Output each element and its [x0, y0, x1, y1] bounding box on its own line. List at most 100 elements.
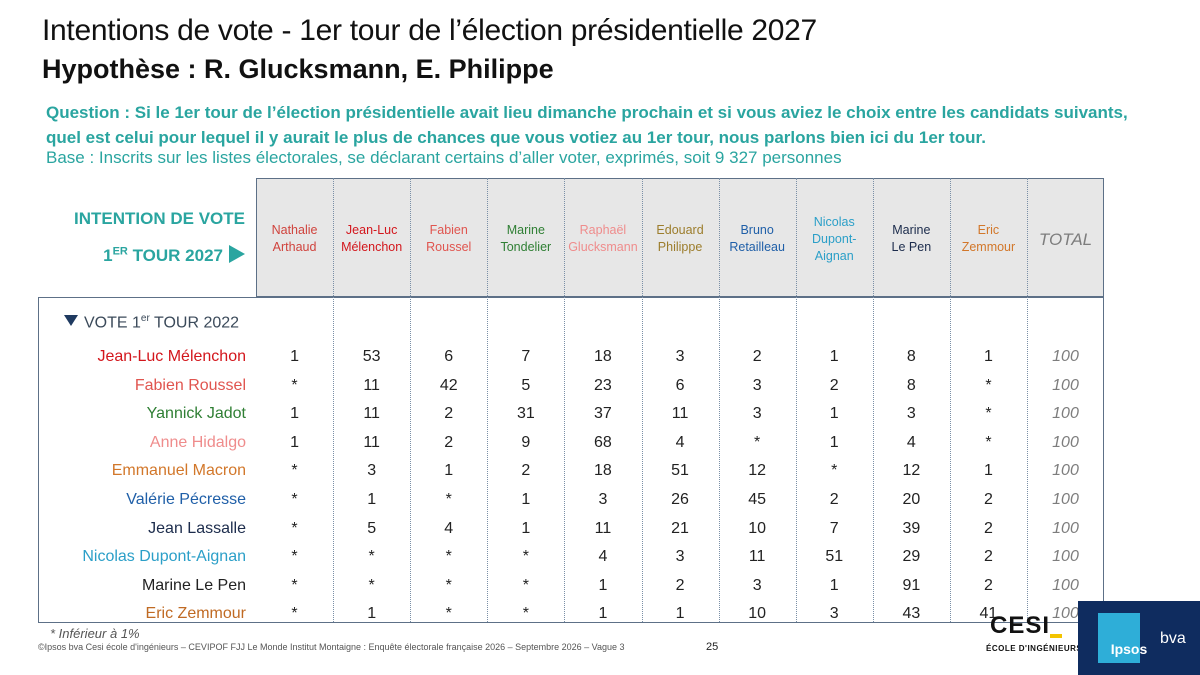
arrow-right-icon — [229, 245, 245, 263]
total-cell: 100 — [1052, 491, 1079, 508]
tour-2027-label: 1ER TOUR 2027 — [40, 245, 245, 266]
table-cell: 5 — [521, 376, 531, 394]
row-label: Emmanuel Macron — [111, 462, 246, 480]
table-cell: 1 — [444, 462, 454, 480]
table-cell: 1 — [367, 605, 377, 623]
table-cell: 2 — [444, 405, 454, 423]
table-cell: 1 — [290, 405, 299, 423]
table-cell: * — [985, 433, 992, 451]
table-cell: 1 — [290, 433, 299, 451]
table-cell: * — [291, 548, 298, 566]
table-cell: 3 — [598, 491, 608, 508]
table-cell: 3 — [675, 548, 685, 566]
table-cell: 6 — [444, 348, 454, 365]
table-cell: 10 — [748, 519, 767, 537]
column-separator — [872, 178, 874, 622]
table-cell: 11 — [594, 519, 612, 537]
table-cell: 20 — [902, 491, 921, 508]
table-cell: 2 — [983, 576, 993, 594]
table-cell: * — [368, 548, 375, 566]
page-subtitle: Hypothèse : R. Glucksmann, E. Philippe — [42, 54, 554, 84]
intention-label: INTENTION DE VOTE — [74, 209, 245, 228]
table-cell: * — [985, 376, 992, 394]
table-border-right — [1103, 178, 1104, 622]
cesi-logo: CESI ÉCOLE D'INGÉNIEURS — [986, 612, 1083, 654]
table-cell: 3 — [752, 576, 762, 594]
table-cell: 68 — [594, 433, 612, 451]
table-cell: 1 — [983, 348, 993, 365]
table-cell: 11 — [363, 405, 380, 423]
table-divider-bottom — [38, 622, 1104, 623]
table-cell: 11 — [363, 376, 380, 394]
table-cell: 2 — [444, 433, 454, 451]
source-note: ©Ipsos bva Cesi école d'ingénieurs – CEV… — [38, 642, 625, 652]
table-cell: 1 — [598, 605, 608, 623]
table-divider-top — [38, 297, 1104, 298]
table-cell: 7 — [521, 348, 531, 365]
total-header: TOTAL — [1038, 230, 1093, 249]
row-label: Fabien Roussel — [134, 376, 246, 394]
table-cell: * — [291, 576, 298, 594]
column-header: Marine Le Pen — [891, 223, 932, 254]
table-cell: 53 — [362, 348, 381, 365]
table-cell: 18 — [594, 462, 612, 480]
table-cell: 1 — [598, 576, 608, 594]
column-header: Eric Zemmour — [961, 223, 1016, 254]
row-label: Nicolas Dupont-Aignan — [82, 548, 246, 566]
table-cell: 2 — [675, 576, 685, 594]
table-cell: 1 — [829, 433, 839, 451]
row-label: Yannick Jadot — [146, 405, 246, 423]
table-cell: 5 — [367, 519, 377, 537]
survey-question: Question : Si le 1er tour de l’élection … — [46, 103, 1128, 147]
table-cell: * — [445, 605, 452, 623]
table-cell: * — [291, 376, 298, 394]
row-label: Anne Hidalgo — [149, 433, 246, 451]
table-cell: 7 — [829, 519, 839, 537]
table-cell: 9 — [521, 433, 531, 451]
column-separator — [487, 178, 489, 622]
table-cell: 12 — [748, 462, 767, 480]
column-separator — [1027, 178, 1028, 622]
table-cell: * — [831, 462, 838, 480]
table-cell: 11 — [671, 405, 689, 423]
total-cell: 100 — [1052, 519, 1079, 537]
table-cell: 2 — [829, 376, 839, 394]
table-cell: 1 — [521, 519, 531, 537]
table-cell: * — [522, 548, 529, 566]
table-cell: 3 — [829, 605, 839, 623]
table-cell: 39 — [902, 519, 921, 537]
table-cell: 2 — [983, 548, 993, 566]
footnote: * Inférieur à 1% — [50, 626, 140, 641]
table-cell: 1 — [983, 462, 993, 480]
table-cell: 1 — [829, 348, 839, 365]
table-cell: 3 — [752, 376, 762, 394]
table-cell: 2 — [983, 519, 993, 537]
table-cell: 45 — [748, 491, 767, 508]
table-cell: * — [522, 576, 529, 594]
total-cell: 100 — [1052, 462, 1079, 480]
table-cell: 10 — [748, 605, 767, 623]
table-cell: 42 — [439, 376, 458, 394]
column-header: Bruno Retailleau — [729, 223, 785, 254]
column-separator — [795, 178, 797, 622]
row-label: Jean-Luc Mélenchon — [97, 348, 246, 365]
column-separator — [564, 178, 566, 622]
survey-base: Base : Inscrits sur les listes électoral… — [46, 148, 842, 167]
column-separator — [949, 178, 951, 622]
vote-2022-label: VOTE 1er TOUR 2022 — [64, 313, 239, 332]
column-separator — [410, 178, 412, 622]
table-cell: * — [445, 491, 452, 508]
total-cell: 100 — [1052, 605, 1079, 623]
column-header: Nicolas Dupont- Aignan — [811, 215, 857, 263]
table-cell: 3 — [675, 348, 685, 365]
row-label: Eric Zemmour — [145, 605, 246, 623]
page-title: Intentions de vote - 1er tour de l’élect… — [42, 14, 817, 47]
table-header-band — [256, 178, 1104, 297]
table-cell: * — [985, 405, 992, 423]
column-header: Jean-Luc Mélenchon — [341, 223, 403, 254]
total-cell: 100 — [1052, 348, 1079, 365]
table-cell: * — [445, 576, 452, 594]
ipsos-bva-logo: Ipsos bva — [1078, 601, 1200, 675]
column-separator — [718, 178, 720, 622]
table-cell: 2 — [983, 491, 993, 508]
